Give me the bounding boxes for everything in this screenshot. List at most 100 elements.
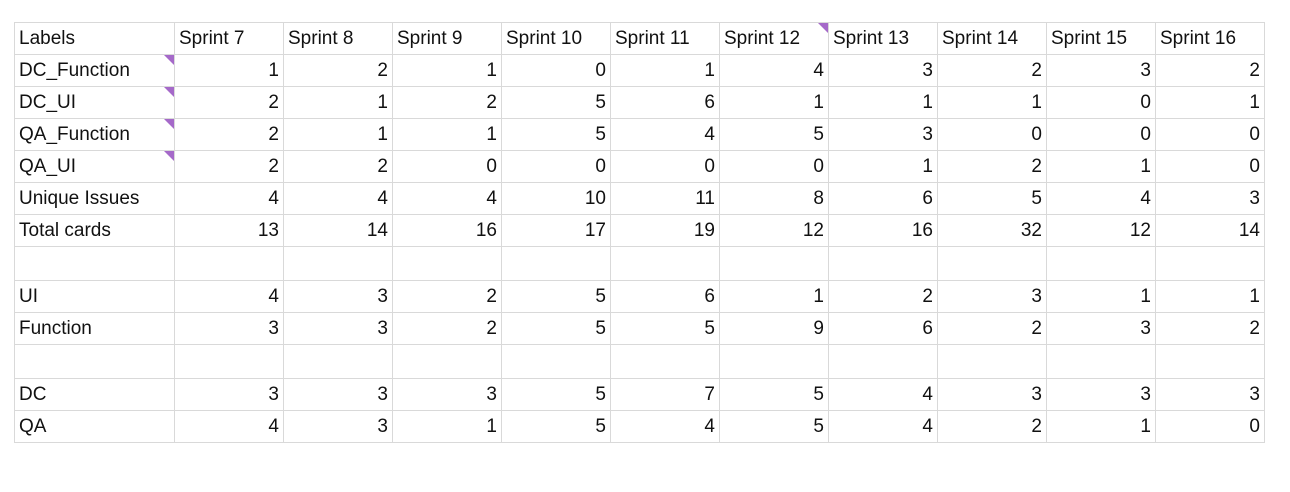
value-cell[interactable] bbox=[501, 246, 611, 281]
row-label-cell[interactable]: DC_Function bbox=[14, 54, 175, 87]
value-cell[interactable]: 1 bbox=[392, 54, 502, 87]
value-cell[interactable]: 5 bbox=[719, 410, 829, 443]
value-cell[interactable]: 17 bbox=[501, 214, 611, 247]
value-cell[interactable]: 12 bbox=[1046, 214, 1156, 247]
value-cell[interactable]: 5 bbox=[501, 378, 611, 411]
value-cell[interactable]: 4 bbox=[174, 182, 284, 215]
value-cell[interactable] bbox=[1046, 246, 1156, 281]
value-cell[interactable] bbox=[719, 246, 829, 281]
value-cell[interactable]: 3 bbox=[283, 280, 393, 313]
value-cell[interactable] bbox=[392, 246, 502, 281]
value-cell[interactable] bbox=[283, 246, 393, 281]
value-cell[interactable]: 5 bbox=[610, 312, 720, 345]
value-cell[interactable] bbox=[937, 246, 1047, 281]
value-cell[interactable]: 1 bbox=[392, 410, 502, 443]
row-label-cell[interactable] bbox=[14, 246, 175, 281]
value-cell[interactable]: 4 bbox=[828, 378, 938, 411]
value-cell[interactable]: 3 bbox=[1155, 378, 1265, 411]
value-cell[interactable]: 3 bbox=[937, 280, 1047, 313]
value-cell[interactable]: 8 bbox=[719, 182, 829, 215]
value-cell[interactable]: 2 bbox=[937, 312, 1047, 345]
value-cell[interactable] bbox=[501, 344, 611, 379]
value-cell[interactable]: 0 bbox=[1046, 86, 1156, 119]
value-cell[interactable]: 3 bbox=[283, 410, 393, 443]
value-cell[interactable]: 0 bbox=[937, 118, 1047, 151]
value-cell[interactable] bbox=[174, 246, 284, 281]
header-cell-sprint-15[interactable]: Sprint 15 bbox=[1046, 22, 1156, 55]
value-cell[interactable]: 3 bbox=[828, 118, 938, 151]
value-cell[interactable]: 16 bbox=[828, 214, 938, 247]
comment-marker-icon[interactable] bbox=[818, 23, 828, 33]
value-cell[interactable]: 19 bbox=[610, 214, 720, 247]
value-cell[interactable]: 3 bbox=[283, 378, 393, 411]
value-cell[interactable]: 3 bbox=[937, 378, 1047, 411]
value-cell[interactable]: 2 bbox=[1155, 54, 1265, 87]
value-cell[interactable]: 0 bbox=[610, 150, 720, 183]
comment-marker-icon[interactable] bbox=[164, 151, 174, 161]
value-cell[interactable]: 2 bbox=[937, 410, 1047, 443]
value-cell[interactable]: 6 bbox=[610, 86, 720, 119]
value-cell[interactable]: 1 bbox=[1046, 410, 1156, 443]
value-cell[interactable]: 4 bbox=[610, 410, 720, 443]
value-cell[interactable]: 3 bbox=[174, 312, 284, 345]
value-cell[interactable] bbox=[828, 246, 938, 281]
value-cell[interactable]: 2 bbox=[174, 150, 284, 183]
header-cell-sprint-9[interactable]: Sprint 9 bbox=[392, 22, 502, 55]
value-cell[interactable]: 2 bbox=[937, 54, 1047, 87]
value-cell[interactable]: 1 bbox=[937, 86, 1047, 119]
value-cell[interactable]: 1 bbox=[828, 150, 938, 183]
value-cell[interactable]: 14 bbox=[1155, 214, 1265, 247]
value-cell[interactable]: 1 bbox=[1046, 150, 1156, 183]
value-cell[interactable] bbox=[610, 246, 720, 281]
row-label-cell[interactable]: DC bbox=[14, 378, 175, 411]
value-cell[interactable]: 2 bbox=[174, 118, 284, 151]
value-cell[interactable] bbox=[1046, 344, 1156, 379]
value-cell[interactable] bbox=[174, 344, 284, 379]
value-cell[interactable]: 0 bbox=[501, 150, 611, 183]
header-cell-sprint-11[interactable]: Sprint 11 bbox=[610, 22, 720, 55]
comment-marker-icon[interactable] bbox=[164, 87, 174, 97]
value-cell[interactable]: 5 bbox=[719, 378, 829, 411]
value-cell[interactable]: 2 bbox=[828, 280, 938, 313]
header-cell-sprint-10[interactable]: Sprint 10 bbox=[501, 22, 611, 55]
value-cell[interactable]: 6 bbox=[610, 280, 720, 313]
row-label-cell[interactable] bbox=[14, 344, 175, 379]
value-cell[interactable] bbox=[392, 344, 502, 379]
value-cell[interactable]: 0 bbox=[719, 150, 829, 183]
value-cell[interactable]: 1 bbox=[1155, 280, 1265, 313]
value-cell[interactable]: 5 bbox=[937, 182, 1047, 215]
value-cell[interactable]: 1 bbox=[283, 86, 393, 119]
header-cell-sprint-13[interactable]: Sprint 13 bbox=[828, 22, 938, 55]
header-cell-sprint-14[interactable]: Sprint 14 bbox=[937, 22, 1047, 55]
row-label-cell[interactable]: Function bbox=[14, 312, 175, 345]
header-cell-sprint-7[interactable]: Sprint 7 bbox=[174, 22, 284, 55]
value-cell[interactable]: 3 bbox=[392, 378, 502, 411]
value-cell[interactable]: 4 bbox=[174, 410, 284, 443]
value-cell[interactable]: 0 bbox=[1155, 410, 1265, 443]
row-label-cell[interactable]: QA bbox=[14, 410, 175, 443]
value-cell[interactable]: 11 bbox=[610, 182, 720, 215]
value-cell[interactable]: 5 bbox=[719, 118, 829, 151]
value-cell[interactable] bbox=[828, 344, 938, 379]
value-cell[interactable]: 4 bbox=[828, 410, 938, 443]
value-cell[interactable]: 1 bbox=[1046, 280, 1156, 313]
value-cell[interactable]: 1 bbox=[610, 54, 720, 87]
value-cell[interactable]: 0 bbox=[1046, 118, 1156, 151]
value-cell[interactable]: 2 bbox=[1155, 312, 1265, 345]
value-cell[interactable] bbox=[719, 344, 829, 379]
value-cell[interactable]: 3 bbox=[283, 312, 393, 345]
value-cell[interactable]: 1 bbox=[719, 280, 829, 313]
value-cell[interactable]: 2 bbox=[392, 86, 502, 119]
value-cell[interactable]: 2 bbox=[174, 86, 284, 119]
value-cell[interactable]: 4 bbox=[283, 182, 393, 215]
value-cell[interactable]: 1 bbox=[174, 54, 284, 87]
header-cell-sprint-8[interactable]: Sprint 8 bbox=[283, 22, 393, 55]
header-cell-labels[interactable]: Labels bbox=[14, 22, 175, 55]
row-label-cell[interactable]: QA_UI bbox=[14, 150, 175, 183]
value-cell[interactable]: 12 bbox=[719, 214, 829, 247]
value-cell[interactable]: 32 bbox=[937, 214, 1047, 247]
value-cell[interactable] bbox=[610, 344, 720, 379]
value-cell[interactable]: 0 bbox=[501, 54, 611, 87]
value-cell[interactable]: 14 bbox=[283, 214, 393, 247]
value-cell[interactable]: 5 bbox=[501, 280, 611, 313]
